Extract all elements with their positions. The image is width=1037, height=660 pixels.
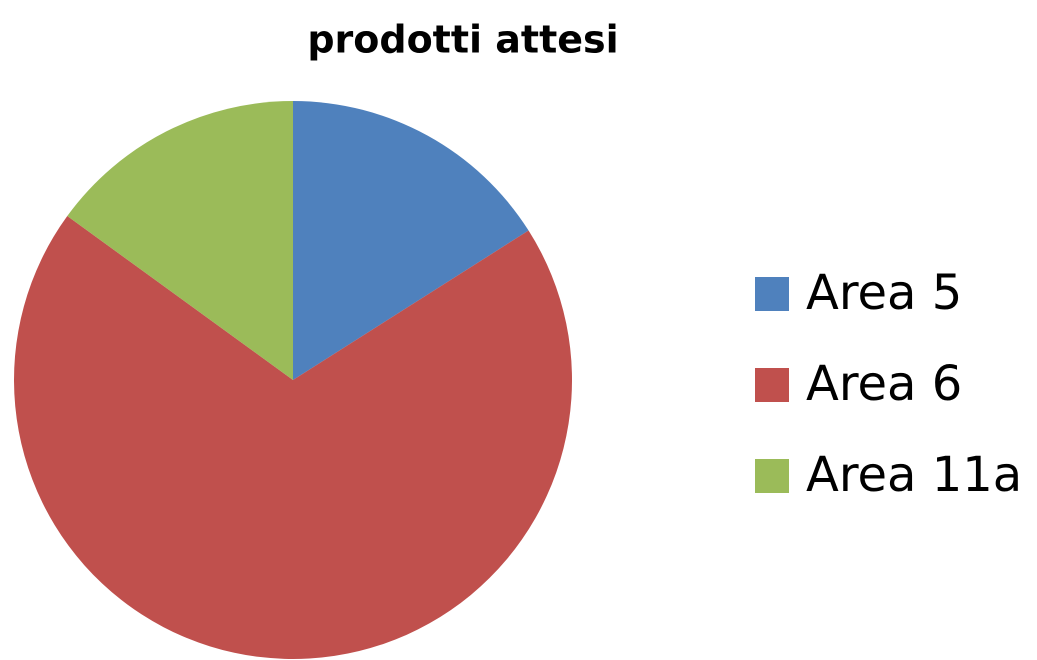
legend-swatch xyxy=(755,459,789,493)
pie-slice xyxy=(13,216,572,659)
chart-title: prodotti attesi xyxy=(307,18,618,62)
legend-label: Area 5 xyxy=(806,265,962,321)
legend-label: Area 6 xyxy=(806,356,962,412)
legend-label: Area 11a xyxy=(806,447,1022,503)
pie-slice xyxy=(293,101,529,380)
legend-swatch xyxy=(755,368,789,402)
legend-swatch xyxy=(755,277,789,311)
pie-slice xyxy=(67,100,293,380)
